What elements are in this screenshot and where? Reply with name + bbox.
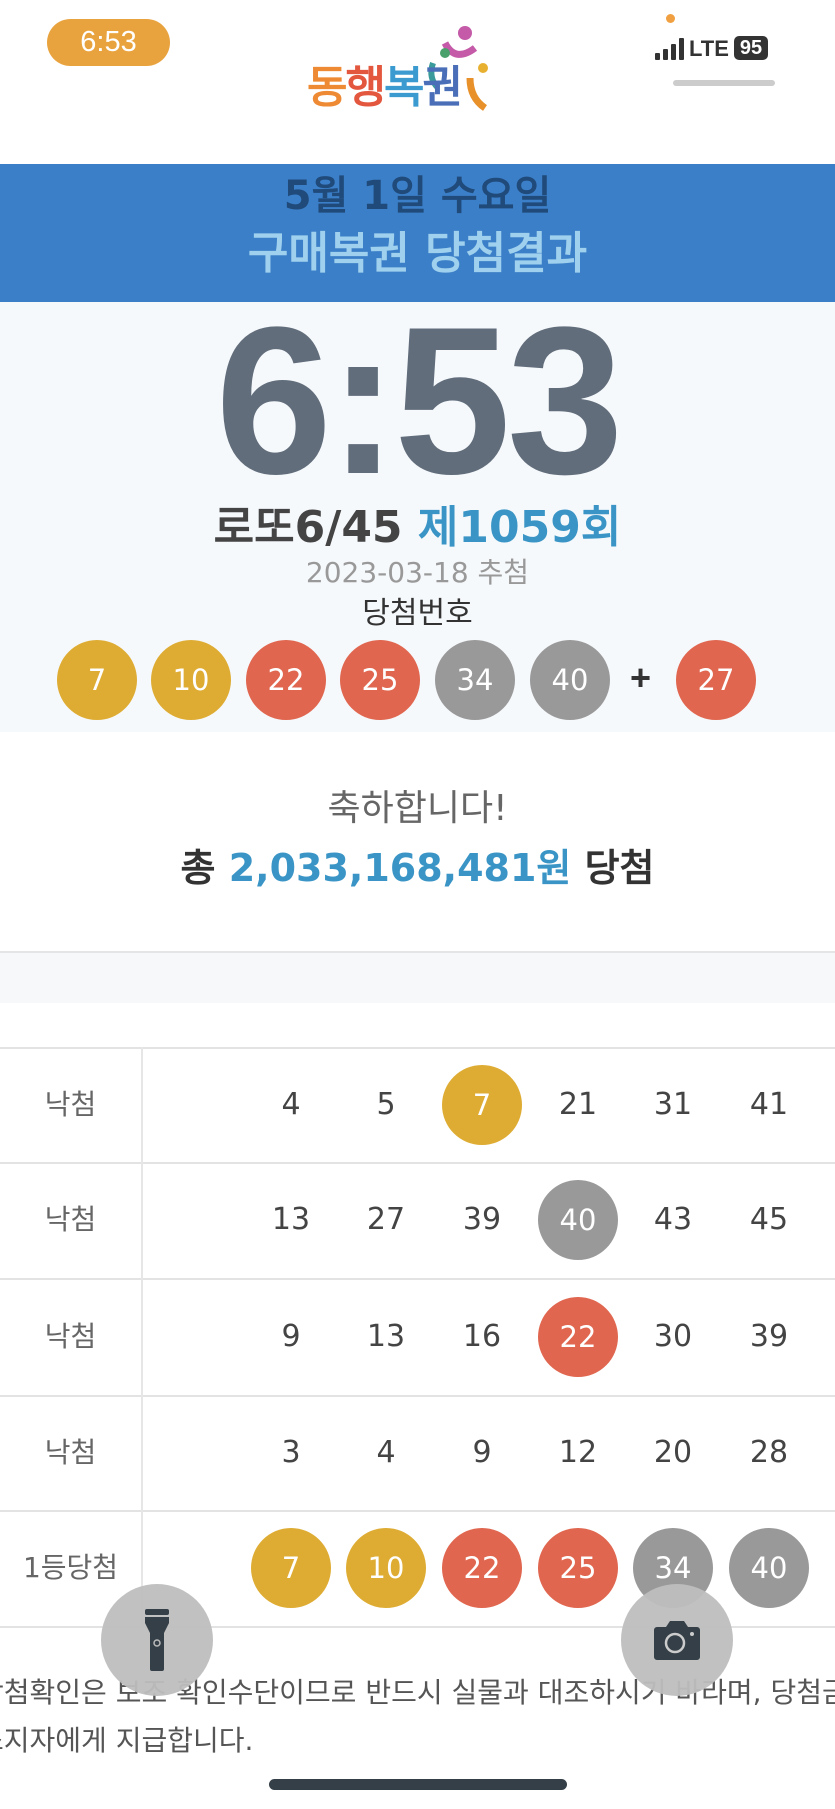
matched-number-ball: 7: [442, 1064, 522, 1145]
ticket-number: 16: [462, 1318, 502, 1354]
total-suffix: 당첨: [584, 846, 655, 890]
matched-number-ball: 22: [442, 1528, 522, 1608]
ticket-result: 낙첨: [44, 1319, 97, 1353]
ticket-number: 28: [749, 1434, 789, 1470]
ticket-number: 20: [653, 1434, 693, 1470]
ticket-number: 45: [749, 1202, 789, 1237]
ticket-number: 12: [558, 1434, 598, 1470]
matched-number-ball: 10: [346, 1528, 426, 1608]
disclaimer-line-2: 소지자에게 지급합니다.: [0, 1724, 254, 1757]
ticket-number: 41: [749, 1086, 789, 1122]
lock-screen-date: 5월 1일 수요일: [283, 173, 552, 219]
draw-round: 제1059회: [417, 502, 622, 553]
logo-figures-icon: [428, 26, 488, 111]
matched-number-ball: 40: [538, 1180, 618, 1260]
row-divider: [0, 1047, 835, 1049]
matched-number-ball: 22: [538, 1296, 618, 1377]
ticket-number: 43: [653, 1202, 693, 1237]
column-divider: [141, 1047, 143, 1626]
total-prize: 총 2,033,168,481원 당첨: [0, 845, 835, 891]
matched-number-ball: 7: [251, 1528, 331, 1608]
winning-numbers-label: 당첨번호: [362, 596, 473, 631]
ticket-number: 4: [376, 1434, 396, 1470]
ticket-number: 5: [376, 1086, 396, 1122]
control-center-grabber[interactable]: [673, 80, 775, 86]
congrats-text: 축하합니다!: [327, 788, 508, 829]
winning-ball: 22: [246, 640, 326, 720]
prize-amount: 2,033,168,481원: [228, 846, 572, 890]
matched-number-ball: 25: [538, 1528, 618, 1608]
row-divider: [0, 1278, 835, 1280]
winning-ball: 7: [57, 640, 137, 720]
ticket-number: 39: [749, 1318, 789, 1354]
ticket-result: 낙첨: [44, 1203, 97, 1236]
row-divider: [0, 1510, 835, 1512]
ticket-number: 31: [653, 1086, 693, 1122]
row-divider: [0, 1626, 835, 1628]
lock-screen-clock: 6:53: [215, 283, 623, 518]
flashlight-icon: [145, 1609, 169, 1671]
plus-sign: +: [630, 657, 652, 698]
logo: [305, 23, 510, 135]
flashlight-button[interactable]: [101, 1584, 213, 1696]
status-icons: LTE 95: [655, 36, 769, 61]
signal-icon: [655, 38, 684, 60]
ticket-number: 13: [271, 1202, 311, 1237]
ticket-number: 9: [281, 1318, 301, 1354]
ticket-number: 13: [366, 1318, 406, 1354]
page-title: 구매복권 당첨결과: [247, 228, 588, 279]
status-time-pill[interactable]: 6:53: [47, 19, 170, 66]
matched-number-ball: 40: [729, 1528, 809, 1608]
ticket-number: 27: [366, 1202, 406, 1237]
ticket-number: 30: [653, 1318, 693, 1354]
home-indicator[interactable]: [269, 1779, 567, 1790]
draw-date: 2023-03-18 추첨: [305, 556, 530, 589]
privacy-indicator: [666, 14, 675, 23]
ticket-number: 4: [281, 1086, 301, 1122]
camera-icon: [654, 1621, 700, 1660]
winning-ball: 25: [340, 640, 420, 720]
logo-text: 동행복권: [307, 62, 463, 113]
game-name: 로또6/45: [213, 502, 403, 553]
ticket-result: 낙첨: [44, 1087, 97, 1121]
bonus-ball: 27: [676, 640, 756, 720]
network-type: LTE: [689, 36, 729, 61]
header-band: [0, 164, 835, 302]
ticket-number: 39: [462, 1202, 502, 1237]
winning-ball: 34: [435, 640, 515, 720]
winning-ball: 10: [151, 640, 231, 720]
ticket-number: 3: [281, 1434, 301, 1470]
ticket-result: 1등당첨: [22, 1551, 119, 1584]
ticket-number: 9: [472, 1434, 492, 1470]
winning-ball: 40: [530, 640, 610, 720]
row-divider: [0, 1162, 835, 1164]
ticket-result: 낙첨: [44, 1435, 97, 1469]
section-divider: [0, 951, 835, 1003]
total-prefix: 총: [180, 846, 216, 890]
draw-title: 로또6/45 제1059회: [0, 502, 835, 554]
battery-level: 95: [733, 36, 769, 60]
ticket-number: 21: [558, 1086, 598, 1122]
row-divider: [0, 1395, 835, 1397]
camera-button[interactable]: [621, 1584, 733, 1696]
